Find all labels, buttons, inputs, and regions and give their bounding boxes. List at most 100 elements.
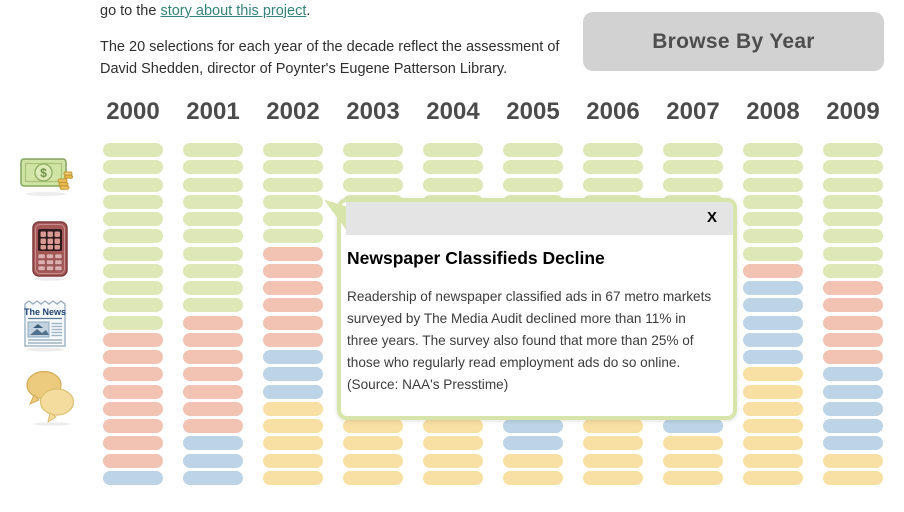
selection-pill[interactable] (503, 436, 563, 451)
selection-pill[interactable] (103, 436, 163, 451)
selection-pill[interactable] (823, 315, 883, 330)
selection-pill[interactable] (743, 298, 803, 313)
selection-pill[interactable] (503, 143, 563, 157)
chat-bubbles-icon[interactable] (24, 366, 78, 431)
selection-pill[interactable] (743, 332, 803, 347)
selection-pill[interactable] (263, 367, 323, 382)
selection-pill[interactable] (743, 470, 803, 485)
project-story-link[interactable]: story about this project (160, 3, 307, 19)
selection-pill[interactable] (183, 194, 243, 209)
selection-pill[interactable] (263, 143, 323, 157)
selection-pill[interactable] (823, 143, 883, 157)
selection-pill[interactable] (343, 453, 403, 468)
selection-pill[interactable] (343, 160, 403, 175)
selection-pill[interactable] (743, 143, 803, 157)
selection-pill[interactable] (823, 298, 883, 313)
selection-pill[interactable] (743, 419, 803, 433)
selection-pill[interactable] (823, 194, 883, 209)
selection-pill[interactable] (583, 470, 643, 485)
selection-pill[interactable] (103, 419, 163, 433)
selection-pill[interactable] (183, 160, 243, 175)
selection-pill[interactable] (183, 177, 243, 192)
selection-pill[interactable] (743, 315, 803, 330)
selection-pill[interactable] (183, 143, 243, 157)
selection-pill[interactable] (183, 298, 243, 313)
selection-pill[interactable] (743, 367, 803, 382)
selection-pill[interactable] (263, 177, 323, 192)
selection-pill[interactable] (183, 367, 243, 382)
selection-pill[interactable] (743, 212, 803, 226)
selection-pill[interactable] (823, 281, 883, 295)
selection-pill[interactable] (743, 229, 803, 244)
selection-pill[interactable] (343, 177, 403, 192)
selection-pill[interactable] (663, 470, 723, 485)
selection-pill[interactable] (263, 246, 323, 261)
selection-pill[interactable] (343, 470, 403, 485)
selection-pill[interactable] (103, 263, 163, 278)
selection-pill[interactable] (823, 246, 883, 261)
selection-pill[interactable] (183, 401, 243, 416)
selection-pill[interactable] (263, 350, 323, 364)
selection-pill[interactable] (663, 436, 723, 451)
selection-pill[interactable] (663, 160, 723, 175)
selection-pill[interactable] (263, 384, 323, 399)
selection-pill[interactable] (103, 332, 163, 347)
selection-pill[interactable] (263, 315, 323, 330)
selection-pill[interactable] (823, 263, 883, 278)
selection-pill[interactable] (823, 453, 883, 468)
selection-pill[interactable] (263, 453, 323, 468)
selection-pill[interactable] (503, 453, 563, 468)
selection-pill[interactable] (263, 194, 323, 209)
selection-pill[interactable] (183, 246, 243, 261)
selection-pill[interactable] (503, 419, 563, 433)
selection-pill[interactable] (183, 419, 243, 433)
selection-pill[interactable] (743, 453, 803, 468)
selection-pill[interactable] (423, 453, 483, 468)
selection-pill[interactable] (263, 332, 323, 347)
selection-pill[interactable] (423, 160, 483, 175)
selection-pill[interactable] (823, 332, 883, 347)
selection-pill[interactable] (823, 350, 883, 364)
selection-pill[interactable] (823, 177, 883, 192)
selection-pill[interactable] (103, 315, 163, 330)
selection-pill[interactable] (263, 401, 323, 416)
browse-by-year-button[interactable]: Browse By Year (583, 12, 884, 71)
selection-pill[interactable] (103, 160, 163, 175)
selection-pill[interactable] (503, 470, 563, 485)
selection-pill[interactable] (743, 384, 803, 399)
selection-pill[interactable] (823, 470, 883, 485)
popup-close-button[interactable]: X (706, 209, 717, 226)
selection-pill[interactable] (103, 143, 163, 157)
selection-pill[interactable] (103, 470, 163, 485)
money-icon[interactable]: $ (20, 155, 74, 202)
selection-pill[interactable] (503, 160, 563, 175)
selection-pill[interactable] (103, 350, 163, 364)
selection-pill[interactable] (103, 246, 163, 261)
selection-pill[interactable] (103, 194, 163, 209)
selection-pill[interactable] (423, 419, 483, 433)
selection-pill[interactable] (343, 419, 403, 433)
selection-pill[interactable] (103, 384, 163, 399)
selection-pill[interactable] (263, 281, 323, 295)
mobile-phone-icon[interactable] (31, 221, 69, 286)
selection-pill[interactable] (103, 367, 163, 382)
selection-pill[interactable] (743, 401, 803, 416)
selection-pill[interactable] (183, 315, 243, 330)
selection-pill[interactable] (423, 470, 483, 485)
selection-pill[interactable] (263, 470, 323, 485)
selection-pill[interactable] (263, 160, 323, 175)
selection-pill[interactable] (663, 419, 723, 433)
selection-pill[interactable] (423, 436, 483, 451)
selection-pill[interactable] (503, 177, 563, 192)
selection-pill[interactable] (823, 160, 883, 175)
selection-pill[interactable] (343, 143, 403, 157)
selection-pill[interactable] (183, 436, 243, 451)
selection-pill[interactable] (583, 160, 643, 175)
selection-pill[interactable] (823, 212, 883, 226)
selection-pill[interactable] (183, 350, 243, 364)
selection-pill[interactable] (583, 436, 643, 451)
selection-pill[interactable] (183, 332, 243, 347)
selection-pill[interactable] (823, 419, 883, 433)
selection-pill[interactable] (183, 212, 243, 226)
selection-pill[interactable] (103, 453, 163, 468)
